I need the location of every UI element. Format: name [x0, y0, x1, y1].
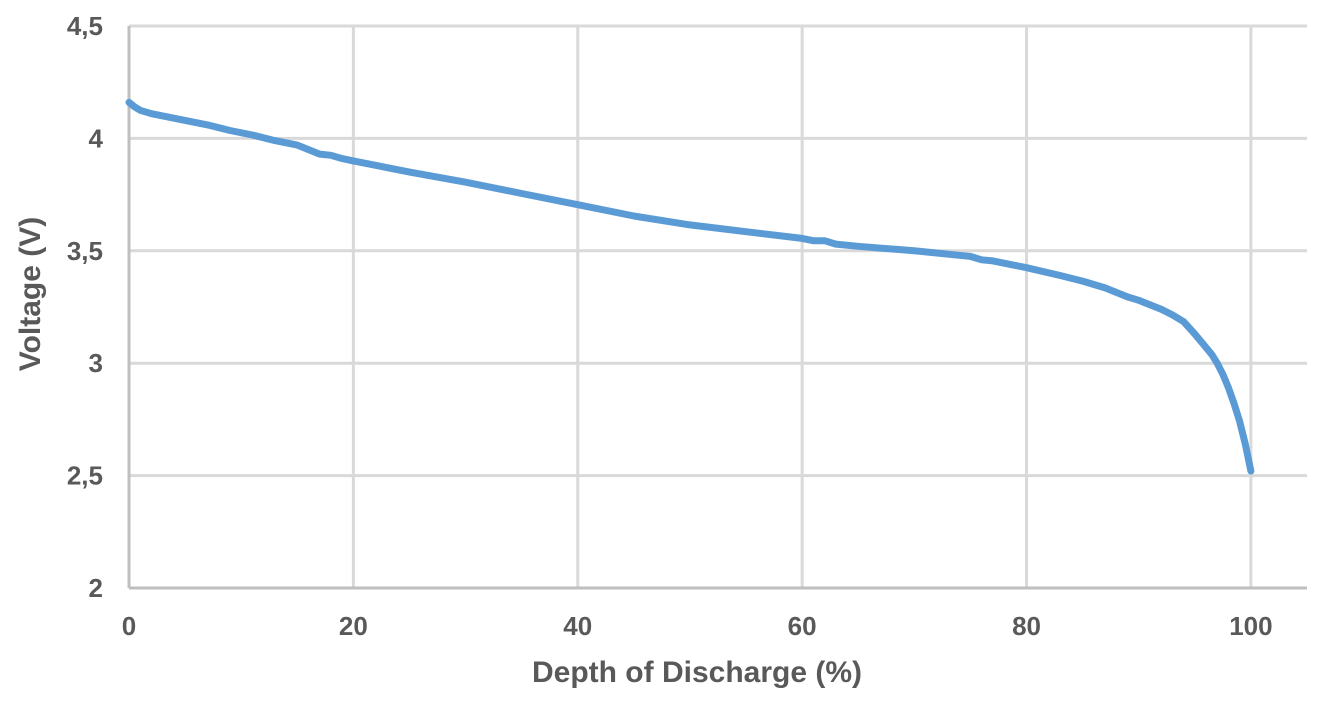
x-tick-label: 60 — [788, 611, 817, 641]
x-axis-title: Depth of Discharge (%) — [532, 656, 862, 689]
x-tick-label: 40 — [563, 611, 592, 641]
tick-labels: 2 2,5 3 3,5 4 4,5 0 20 40 60 80 100 — [67, 11, 1273, 641]
y-tick-label: 3 — [89, 348, 103, 378]
y-tick-label: 2 — [89, 573, 103, 603]
series-layer — [125, 98, 1255, 475]
y-tick-label: 3,5 — [67, 236, 103, 266]
y-tick-label: 2,5 — [67, 461, 103, 491]
x-tick-label: 80 — [1012, 611, 1041, 641]
y-axis-title: Voltage (V) — [14, 217, 47, 371]
x-tick-label: 20 — [339, 611, 368, 641]
y-tick-label: 4,5 — [67, 11, 103, 41]
x-tick-label: 0 — [122, 611, 136, 641]
x-tick-label: 100 — [1229, 611, 1272, 641]
y-tick-label: 4 — [89, 123, 104, 153]
axes — [127, 26, 1307, 590]
grid — [129, 24, 1307, 588]
discharge-curve-line — [125, 98, 1255, 475]
